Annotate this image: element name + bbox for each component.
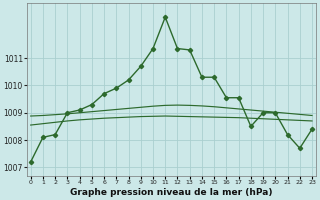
X-axis label: Graphe pression niveau de la mer (hPa): Graphe pression niveau de la mer (hPa)	[70, 188, 273, 197]
